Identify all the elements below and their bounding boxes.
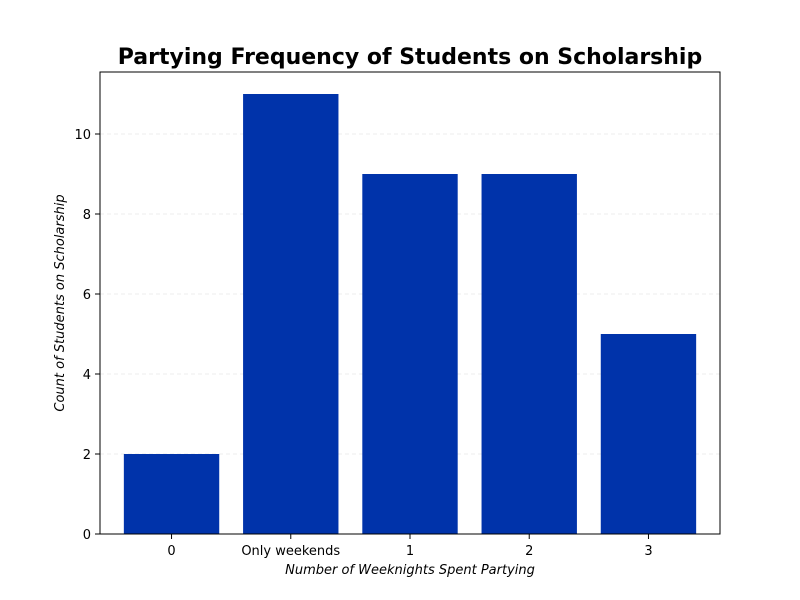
- bar: [123, 454, 220, 534]
- chart-title: Partying Frequency of Students on Schola…: [118, 45, 702, 70]
- x-tick-label: 1: [406, 544, 414, 559]
- y-axis-label: Count of Students on Scholarship: [53, 194, 68, 411]
- x-tick-label: 0: [167, 544, 175, 559]
- y-tick-label: 6: [83, 288, 91, 303]
- x-axis-ticks: 0 Only weekends 1 2 3: [167, 534, 653, 559]
- bar: [600, 334, 697, 534]
- x-tick-label: 2: [525, 544, 533, 559]
- bar: [362, 174, 458, 534]
- x-tick-label: 3: [644, 544, 652, 559]
- y-tick-label: 0: [83, 528, 91, 543]
- y-tick-label: 4: [83, 368, 91, 383]
- y-tick-label: 10: [74, 128, 91, 143]
- y-axis-ticks: 0 2 4 6 8 10: [74, 128, 100, 543]
- x-axis-label: Number of Weeknights Spent Partying: [285, 563, 535, 578]
- y-tick-label: 2: [83, 448, 91, 463]
- bars: [123, 94, 697, 534]
- x-tick-label: Only weekends: [241, 544, 340, 559]
- bar: [481, 174, 577, 534]
- bar: [243, 94, 339, 534]
- y-tick-label: 8: [83, 208, 91, 223]
